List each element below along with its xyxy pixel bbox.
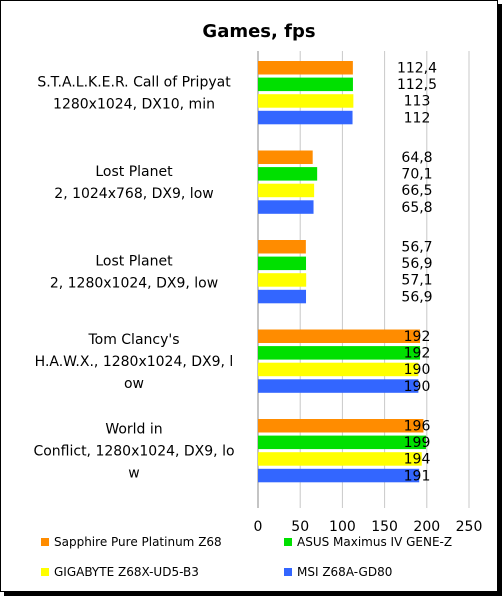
data-label: 64,8 xyxy=(401,150,432,166)
category-label: World in xyxy=(105,422,162,438)
data-label: 190 xyxy=(404,379,431,395)
category-label: Conflict, 1280x1024, DX9, lo xyxy=(33,444,234,460)
bar-chart: Games, fps 0 50 100 150 200 250 112,4112,511311… xyxy=(33,21,483,535)
bar xyxy=(258,61,353,75)
bar xyxy=(258,94,354,108)
data-label: 65,8 xyxy=(401,200,432,216)
data-label: 66,5 xyxy=(401,183,432,199)
data-label: 112,5 xyxy=(397,77,437,93)
category-label: w xyxy=(128,466,139,482)
data-label: 199 xyxy=(404,435,431,451)
x-tick-label: 0 xyxy=(254,519,263,535)
bar xyxy=(258,468,420,483)
bar xyxy=(258,273,307,287)
bar xyxy=(258,362,419,377)
x-tick-label: 250 xyxy=(456,519,483,535)
bar xyxy=(258,150,313,164)
bar xyxy=(258,240,306,254)
data-label: 196 xyxy=(404,419,431,435)
x-tick-label: 150 xyxy=(371,519,398,535)
data-label: 194 xyxy=(404,452,431,468)
data-label: 56,7 xyxy=(401,240,432,256)
category-label: S.T.A.L.K.E.R. Call of Pripyat xyxy=(37,75,231,91)
bar xyxy=(258,256,307,271)
bar xyxy=(258,346,421,360)
data-label: 192 xyxy=(404,329,431,345)
bar xyxy=(258,110,353,125)
category-label: Lost Planet xyxy=(95,164,173,180)
chart-title: Games, fps xyxy=(202,21,315,42)
data-label: 56,9 xyxy=(401,256,432,272)
category-label: 2, 1280x1024, DX9, low xyxy=(50,276,218,292)
bar xyxy=(258,329,421,343)
category-label: H.A.W.X., 1280x1024, DX9, l xyxy=(35,354,234,370)
x-tick-label: 50 xyxy=(291,519,309,535)
bar xyxy=(258,77,353,92)
bar xyxy=(258,435,426,450)
data-label: 56,9 xyxy=(401,289,432,305)
data-label: 192 xyxy=(404,346,431,362)
data-label: 113 xyxy=(404,94,431,110)
data-label: 57,1 xyxy=(401,273,432,289)
bar xyxy=(258,419,424,433)
category-label: ow xyxy=(124,376,144,392)
x-tick-label: 200 xyxy=(413,519,440,535)
bar xyxy=(258,183,315,198)
data-label: 112,4 xyxy=(397,61,437,77)
data-label: 112 xyxy=(404,110,431,126)
x-tick-label: 100 xyxy=(329,519,356,535)
data-label: 70,1 xyxy=(401,167,432,183)
category-label: Lost Planet xyxy=(95,254,173,270)
category-label: Tom Clancy's xyxy=(87,332,179,348)
bar xyxy=(258,452,422,466)
bar xyxy=(258,289,307,304)
category-label: 2, 1024x768, DX9, low xyxy=(54,186,213,202)
data-label: 190 xyxy=(404,362,431,378)
category-label: 1280x1024, DX10, min xyxy=(53,97,215,113)
bar xyxy=(258,200,314,214)
bar xyxy=(258,379,419,393)
data-label: 191 xyxy=(404,468,431,484)
bar xyxy=(258,167,318,181)
